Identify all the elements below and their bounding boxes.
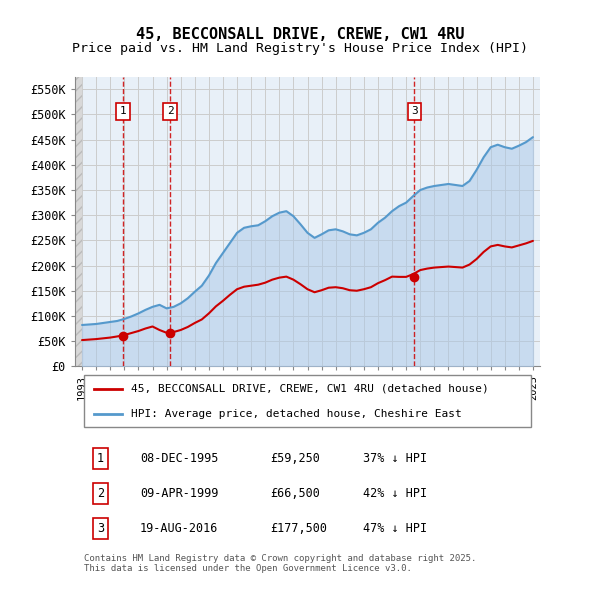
Text: 1: 1 <box>97 452 104 465</box>
Text: £177,500: £177,500 <box>270 522 328 535</box>
Text: 47% ↓ HPI: 47% ↓ HPI <box>364 522 427 535</box>
Text: 42% ↓ HPI: 42% ↓ HPI <box>364 487 427 500</box>
Text: Price paid vs. HM Land Registry's House Price Index (HPI): Price paid vs. HM Land Registry's House … <box>72 42 528 55</box>
Text: £59,250: £59,250 <box>270 452 320 465</box>
Text: 08-DEC-1995: 08-DEC-1995 <box>140 452 218 465</box>
Text: 1: 1 <box>120 106 127 116</box>
Text: 45, BECCONSALL DRIVE, CREWE, CW1 4RU: 45, BECCONSALL DRIVE, CREWE, CW1 4RU <box>136 27 464 41</box>
Text: HPI: Average price, detached house, Cheshire East: HPI: Average price, detached house, Ches… <box>131 409 461 419</box>
Text: 45, BECCONSALL DRIVE, CREWE, CW1 4RU (detached house): 45, BECCONSALL DRIVE, CREWE, CW1 4RU (de… <box>131 384 488 394</box>
Text: 3: 3 <box>97 522 104 535</box>
Text: 2: 2 <box>167 106 173 116</box>
FancyBboxPatch shape <box>84 375 531 427</box>
Bar <box>75 77 82 366</box>
Text: Contains HM Land Registry data © Crown copyright and database right 2025.
This d: Contains HM Land Registry data © Crown c… <box>84 553 476 573</box>
Text: £66,500: £66,500 <box>270 487 320 500</box>
Text: 3: 3 <box>411 106 418 116</box>
Text: 2: 2 <box>97 487 104 500</box>
Text: 19-AUG-2016: 19-AUG-2016 <box>140 522 218 535</box>
Text: 37% ↓ HPI: 37% ↓ HPI <box>364 452 427 465</box>
Text: 09-APR-1999: 09-APR-1999 <box>140 487 218 500</box>
